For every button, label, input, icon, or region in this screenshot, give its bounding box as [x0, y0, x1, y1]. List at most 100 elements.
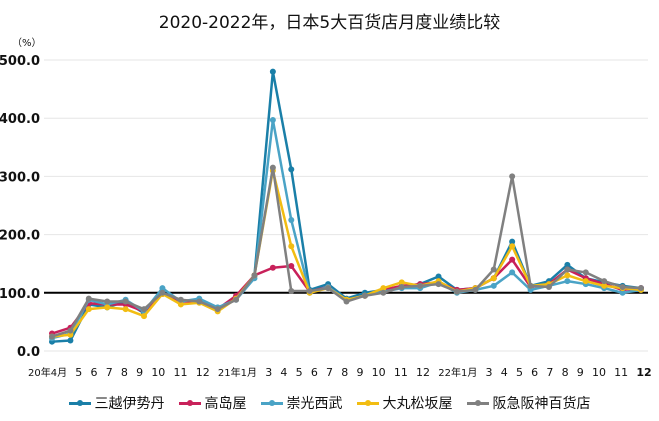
data-point — [509, 269, 516, 276]
data-point — [545, 283, 552, 290]
x-tick-label: 4 — [500, 366, 508, 379]
series-line-2 — [51, 118, 642, 340]
data-point — [509, 256, 516, 263]
data-point — [490, 282, 497, 289]
data-point — [104, 304, 111, 311]
y-tick-label: 400.0 — [0, 112, 40, 127]
data-point — [233, 296, 240, 303]
data-point — [85, 306, 92, 313]
legend-swatch — [260, 399, 283, 406]
data-point — [288, 288, 295, 295]
x-tick-label: 10 — [371, 366, 386, 379]
legend-label: 高岛屋 — [204, 396, 247, 412]
x-tick-label: 11 — [173, 366, 188, 379]
x-tick-label: 4 — [280, 366, 288, 379]
data-point — [490, 266, 497, 273]
data-point — [288, 166, 295, 173]
data-point — [141, 313, 148, 320]
data-point — [288, 243, 295, 250]
data-point — [159, 289, 166, 296]
data-point — [177, 301, 184, 308]
x-tick-label: 10 — [151, 366, 166, 379]
data-point — [564, 261, 571, 268]
x-tick-label: 3 — [485, 366, 493, 379]
data-point — [417, 282, 424, 289]
data-point — [141, 306, 148, 313]
data-point — [343, 298, 350, 305]
data-point — [619, 289, 626, 296]
legend-label: 阪急阪神百货店 — [492, 396, 591, 412]
x-tick-label: 7 — [326, 366, 334, 379]
data-point — [67, 337, 74, 344]
x-tick-label: 5 — [515, 366, 523, 379]
data-point — [325, 285, 332, 292]
data-point — [177, 296, 184, 303]
data-point — [509, 238, 516, 245]
data-point — [288, 217, 295, 224]
x-axis-labels: 20年4月 5 6 7 8 9 10 11 12 21年1月 3 4 5 6 7 8 9 10 11 12 22年1月 3… — [28, 364, 652, 379]
y-tick-label: 0.0 — [17, 345, 40, 360]
data-point — [122, 306, 129, 313]
data-point — [490, 275, 497, 282]
data-point — [564, 266, 571, 273]
x-tick-label: 12 — [195, 366, 210, 379]
y-axis-unit: （%） — [12, 38, 42, 49]
x-tick-label: 6 — [90, 366, 98, 379]
y-tick-label: 100.0 — [0, 287, 40, 302]
data-point — [269, 264, 276, 271]
x-tick-label: 9 — [576, 366, 584, 379]
data-point — [527, 282, 534, 289]
data-point — [269, 116, 276, 123]
legend-item: 三越伊势丹 — [68, 393, 165, 413]
x-tick-label: 9 — [356, 366, 364, 379]
x-tick-label: 8 — [341, 366, 349, 379]
legend-swatch — [178, 399, 201, 406]
data-point — [159, 285, 166, 292]
y-tick-label: 500.0 — [0, 54, 40, 69]
legend-label: 三越伊势丹 — [94, 396, 165, 412]
x-tick-label: 10 — [591, 366, 606, 379]
legend-label: 大丸松坂屋 — [382, 396, 453, 412]
data-point — [601, 282, 608, 289]
y-tick-label: 300.0 — [0, 170, 40, 185]
x-tick-label: 7 — [105, 366, 113, 379]
legend-item: 高岛屋 — [178, 393, 247, 413]
data-point — [472, 286, 479, 293]
data-point — [582, 278, 589, 285]
data-point — [67, 327, 74, 334]
chart-title: 2020-2022年，日本5大百货店月度业绩比较 — [158, 13, 501, 33]
data-point — [619, 283, 626, 290]
data-point — [269, 68, 276, 75]
data-point — [214, 306, 221, 313]
data-point — [509, 243, 516, 250]
legend-label: 崇光西武 — [286, 396, 343, 412]
x-tick-label: 11 — [614, 366, 629, 379]
data-point — [435, 273, 442, 280]
x-tick-label: 5 — [75, 366, 83, 379]
data-point — [306, 288, 313, 295]
x-tick-label: 8 — [561, 366, 569, 379]
data-point — [509, 173, 516, 180]
data-point — [122, 298, 129, 305]
data-point — [361, 292, 368, 299]
legend: 三越伊势丹 高岛屋 崇光西武 大丸松坂屋 阪急阪神百货店 — [0, 393, 659, 413]
x-tick-label: 6 — [531, 366, 539, 379]
x-tick-label: 12 — [416, 366, 431, 379]
data-point — [85, 295, 92, 302]
legend-item: 大丸松坂屋 — [356, 393, 453, 413]
data-point — [601, 278, 608, 285]
data-point — [269, 164, 276, 171]
data-point — [380, 289, 387, 296]
data-point — [49, 333, 55, 340]
legend-swatch — [466, 399, 489, 406]
data-point — [251, 272, 258, 279]
x-tick-label: 12 — [636, 366, 652, 379]
legend-item: 阪急阪神百货店 — [466, 393, 591, 413]
x-tick-label: 22年1月 — [438, 368, 478, 379]
x-tick-label: 9 — [136, 366, 144, 379]
data-point — [398, 279, 405, 286]
x-tick-label: 5 — [295, 366, 303, 379]
x-tick-label: 7 — [546, 366, 554, 379]
